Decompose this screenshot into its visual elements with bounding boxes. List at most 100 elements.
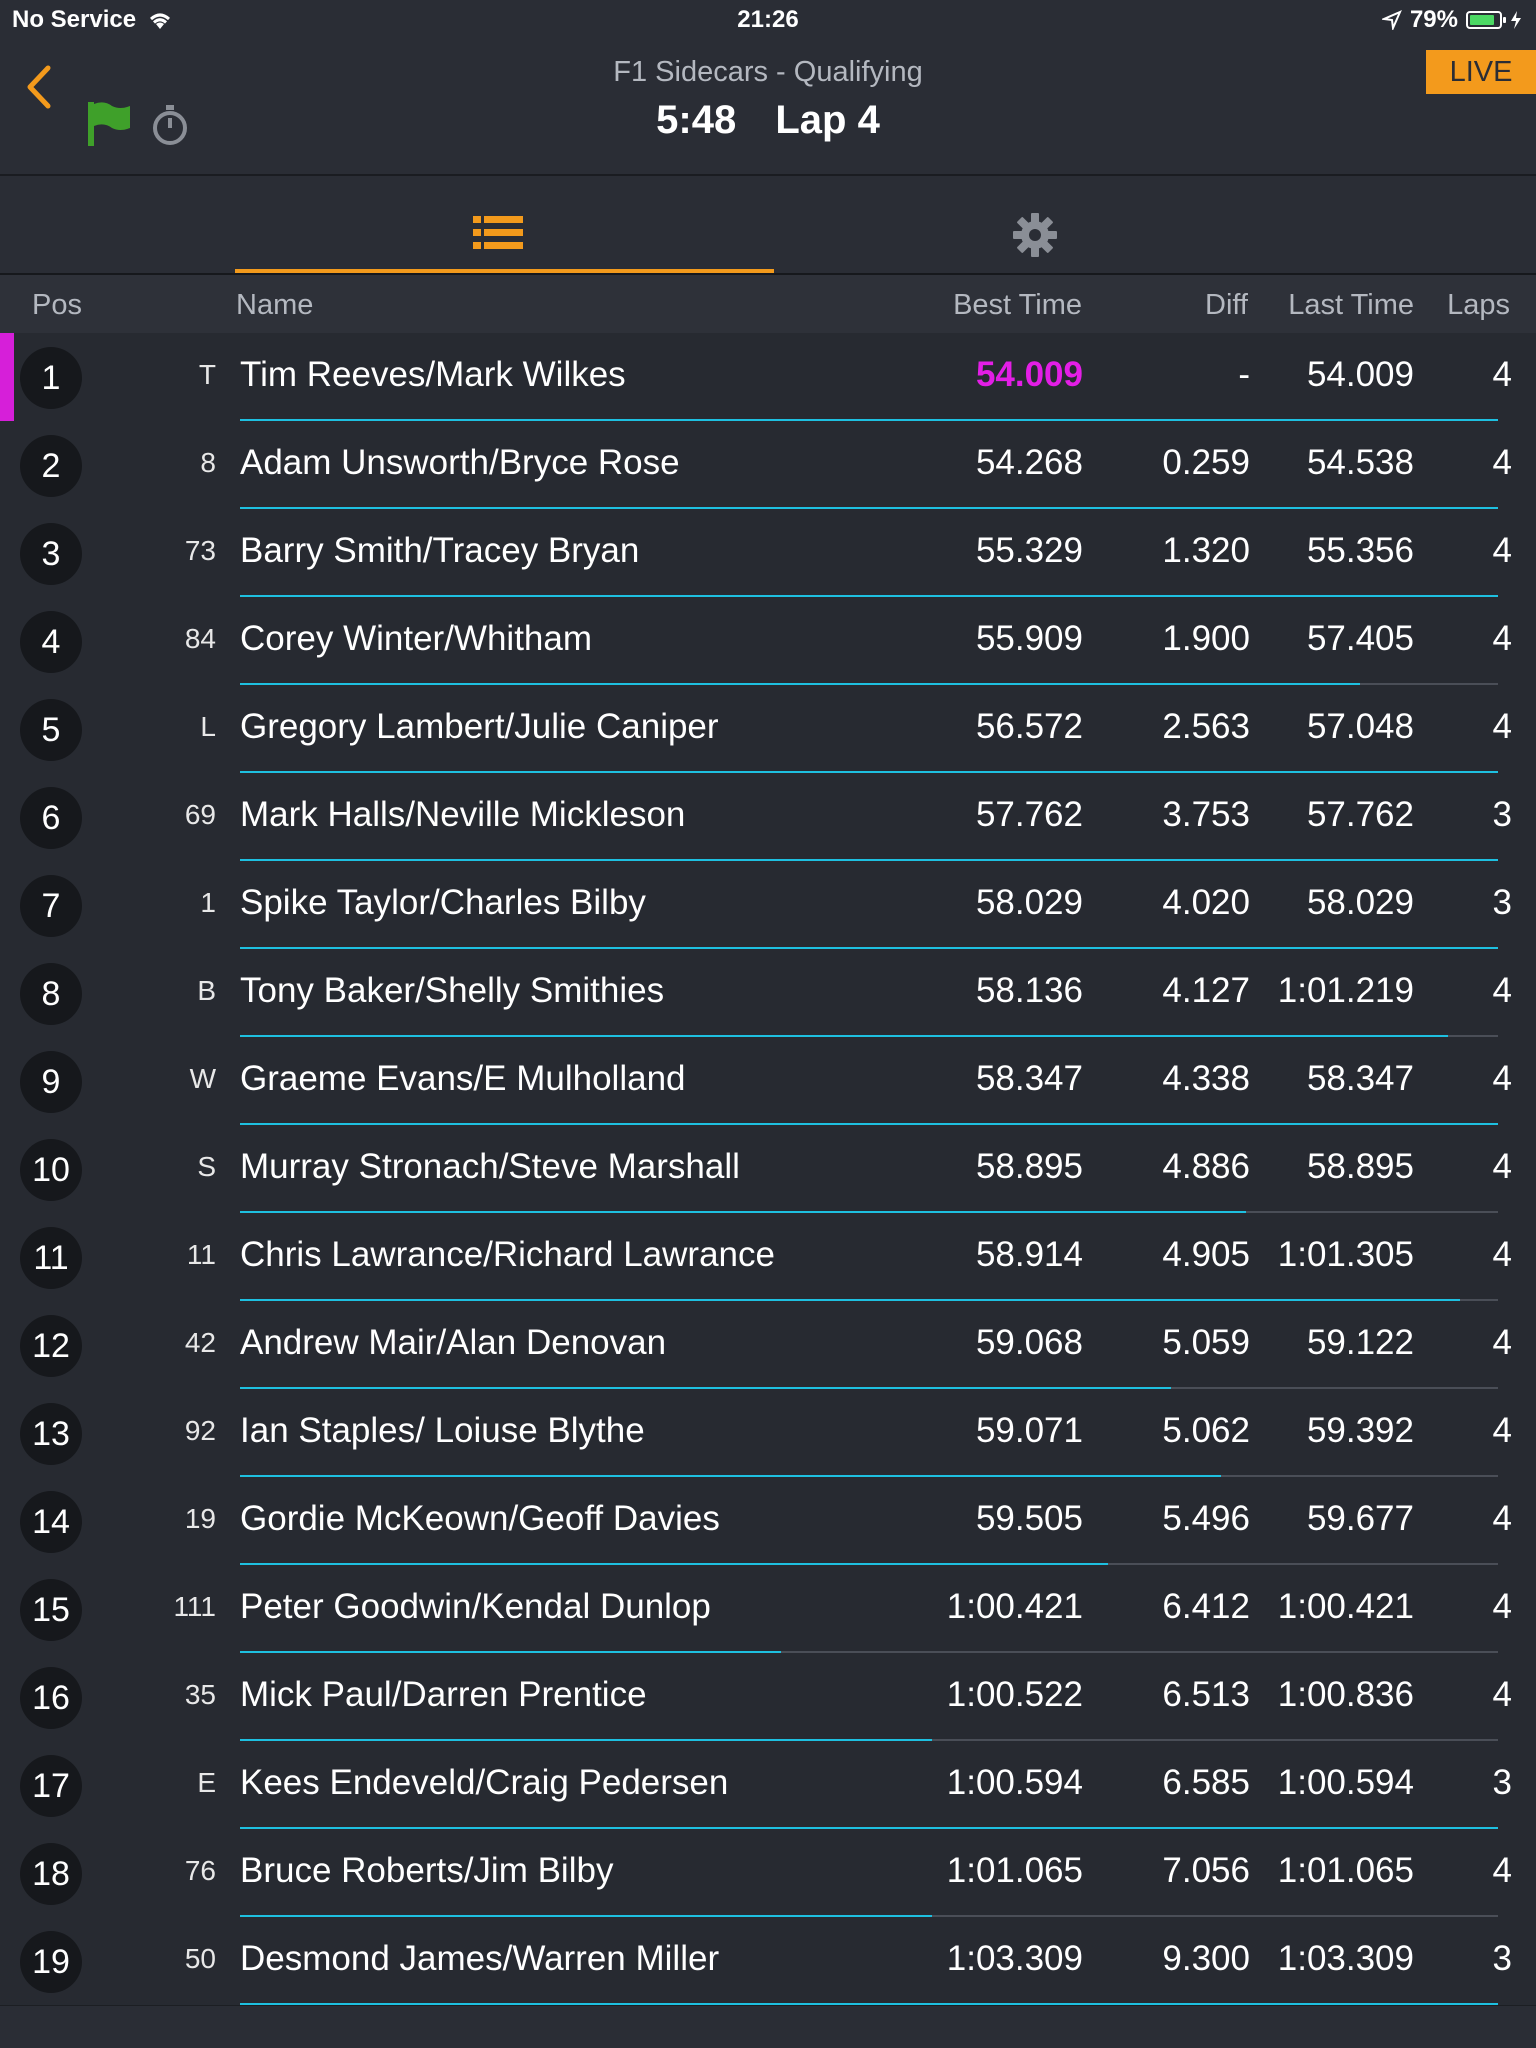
lap-progress-bar <box>240 947 1498 949</box>
back-chevron-icon[interactable] <box>18 62 58 112</box>
battery-icon <box>1466 11 1506 29</box>
position-badge: 15 <box>20 1579 82 1641</box>
lap-progress-bar <box>240 1915 932 1917</box>
tab-results-list[interactable] <box>235 176 774 273</box>
view-tabs <box>0 176 1536 275</box>
table-row[interactable]: 7 1 Spike Taylor/Charles Bilby 58.029 4.020 5… <box>0 861 1536 950</box>
lap-progress-bar <box>240 1827 1498 1829</box>
diff-time: 9.300 <box>1162 1939 1250 1978</box>
position-badge: 10 <box>20 1139 82 1201</box>
col-best-time[interactable]: Best Time <box>953 289 1082 321</box>
lap-progress-bar <box>240 1299 1460 1301</box>
table-row[interactable]: 3 73 Barry Smith/Tracey Bryan 55.329 1.320 55… <box>0 509 1536 598</box>
last-time: 1:03.309 <box>1277 1939 1414 1978</box>
current-lap: Lap 4 <box>775 98 880 142</box>
rider-names: Adam Unsworth/Bryce Rose <box>240 443 680 482</box>
position-badge: 2 <box>20 435 82 497</box>
last-time: 59.392 <box>1306 1411 1414 1450</box>
position-badge: 4 <box>20 611 82 673</box>
table-row[interactable]: 17 E Kees Endeveld/Craig Pedersen 1:00.594 6… <box>0 1741 1536 1830</box>
laps-count: 3 <box>1492 883 1512 922</box>
table-row[interactable]: 15 111 Peter Goodwin/Kendal Dunlop 1:00.421… <box>0 1565 1536 1654</box>
last-time: 57.048 <box>1306 707 1414 746</box>
table-row[interactable]: 5 L Gregory Lambert/Julie Caniper 56.572 2.5… <box>0 685 1536 774</box>
table-row[interactable]: 13 92 Ian Staples/ Loiuse Blythe 59.071 5.06… <box>0 1389 1536 1478</box>
table-row[interactable]: 14 19 Gordie McKeown/Geoff Davies 59.505 5.4… <box>0 1477 1536 1566</box>
lap-progress-bar <box>240 1739 932 1741</box>
position-badge: 1 <box>20 347 82 409</box>
position-badge: 16 <box>20 1667 82 1729</box>
position-badge: 8 <box>20 963 82 1025</box>
position-badge: 9 <box>20 1051 82 1113</box>
table-row[interactable]: 9 W Graeme Evans/E Mulholland 58.347 4.338 58… <box>0 1037 1536 1126</box>
table-row[interactable]: 2 8 Adam Unsworth/Bryce Rose 54.268 0.259 54.… <box>0 421 1536 510</box>
rider-names: Ian Staples/ Loiuse Blythe <box>240 1411 645 1450</box>
last-time: 1:00.594 <box>1277 1763 1414 1802</box>
race-number: 69 <box>184 799 216 830</box>
table-row[interactable]: 19 50 Desmond James/Warren Miller 1:03.309 9… <box>0 1917 1536 2006</box>
rider-names: Chris Lawrance/Richard Lawrance <box>240 1235 775 1274</box>
lap-progress-bar <box>240 2003 1498 2005</box>
battery-percent: 79% <box>1409 6 1458 33</box>
list-icon <box>473 216 523 249</box>
table-row[interactable]: 1 T Tim Reeves/Mark Wilkes 54.009 - 54.009 4 <box>0 333 1536 422</box>
lap-progress-bar <box>240 1475 1221 1477</box>
position-badge: 19 <box>20 1931 82 1993</box>
table-row[interactable]: 10 S Murray Stronach/Steve Marshall 58.895 4… <box>0 1125 1536 1214</box>
laps-count: 3 <box>1492 795 1512 834</box>
position-badge: 17 <box>20 1755 82 1817</box>
laps-count: 4 <box>1492 1851 1512 1890</box>
table-row[interactable]: 6 69 Mark Halls/Neville Mickleson 57.762 3.7… <box>0 773 1536 862</box>
results-column-header: Pos Name Best Time Diff Last Time Laps <box>0 275 1536 333</box>
race-number: 1 <box>200 887 216 918</box>
lap-progress-bar <box>240 1651 781 1653</box>
table-row[interactable]: 12 42 Andrew Mair/Alan Denovan 59.068 5.059 5… <box>0 1301 1536 1390</box>
table-row[interactable]: 18 76 Bruce Roberts/Jim Bilby 1:01.065 7.056… <box>0 1829 1536 1918</box>
laps-count: 4 <box>1492 443 1512 482</box>
rider-names: Bruce Roberts/Jim Bilby <box>240 1851 614 1890</box>
laps-count: 4 <box>1492 355 1512 394</box>
best-time: 58.895 <box>975 1147 1083 1186</box>
rider-names: Murray Stronach/Steve Marshall <box>240 1147 740 1186</box>
table-row[interactable]: 8 B Tony Baker/Shelly Smithies 58.136 4.127 1… <box>0 949 1536 1038</box>
diff-time: 0.259 <box>1162 443 1250 482</box>
lap-progress-bar <box>240 419 1498 421</box>
laps-count: 4 <box>1492 1499 1512 1538</box>
laps-count: 4 <box>1492 1147 1512 1186</box>
col-name[interactable]: Name <box>236 289 314 321</box>
table-row[interactable]: 16 35 Mick Paul/Darren Prentice 1:00.522 6.5… <box>0 1653 1536 1742</box>
position-badge: 13 <box>20 1403 82 1465</box>
race-number: 19 <box>184 1503 216 1534</box>
race-number: S <box>197 1151 216 1182</box>
best-time: 59.068 <box>975 1323 1083 1362</box>
last-time: 58.895 <box>1306 1147 1414 1186</box>
laps-count: 4 <box>1492 1059 1512 1098</box>
diff-time: 1.900 <box>1162 619 1250 658</box>
last-time: 59.122 <box>1306 1323 1414 1362</box>
table-row[interactable]: 11 11 Chris Lawrance/Richard Lawrance 58.91… <box>0 1213 1536 1302</box>
tab-settings[interactable] <box>774 176 1294 273</box>
best-time: 1:01.065 <box>946 1851 1083 1890</box>
lap-progress-bar <box>240 1035 1448 1037</box>
table-row[interactable]: 4 84 Corey Winter/Whitham 55.909 1.900 57.405… <box>0 597 1536 686</box>
best-time: 55.329 <box>975 531 1083 570</box>
diff-time: 5.496 <box>1162 1499 1250 1538</box>
charging-icon <box>1511 11 1521 29</box>
race-number: 50 <box>184 1943 216 1974</box>
live-badge[interactable]: LIVE <box>1426 50 1536 94</box>
col-pos[interactable]: Pos <box>32 289 82 321</box>
col-diff[interactable]: Diff <box>1205 289 1248 321</box>
rider-names: Mick Paul/Darren Prentice <box>240 1675 647 1714</box>
col-laps[interactable]: Laps <box>1447 289 1510 321</box>
col-last-time[interactable]: Last Time <box>1288 289 1414 321</box>
status-bar: No Service 21:26 79% <box>0 0 1536 42</box>
diff-time: 4.905 <box>1162 1235 1250 1274</box>
last-time: 1:01.065 <box>1277 1851 1414 1890</box>
results-list: 1 T Tim Reeves/Mark Wilkes 54.009-54.009 4 2 8… <box>0 333 1536 2006</box>
status-right: 79% <box>1381 6 1522 34</box>
lap-progress-bar <box>240 1211 1246 1213</box>
race-number: 92 <box>184 1415 216 1446</box>
rider-names: Gregory Lambert/Julie Caniper <box>240 707 719 746</box>
laps-count: 4 <box>1492 1411 1512 1450</box>
lap-progress-bar <box>240 595 1498 597</box>
